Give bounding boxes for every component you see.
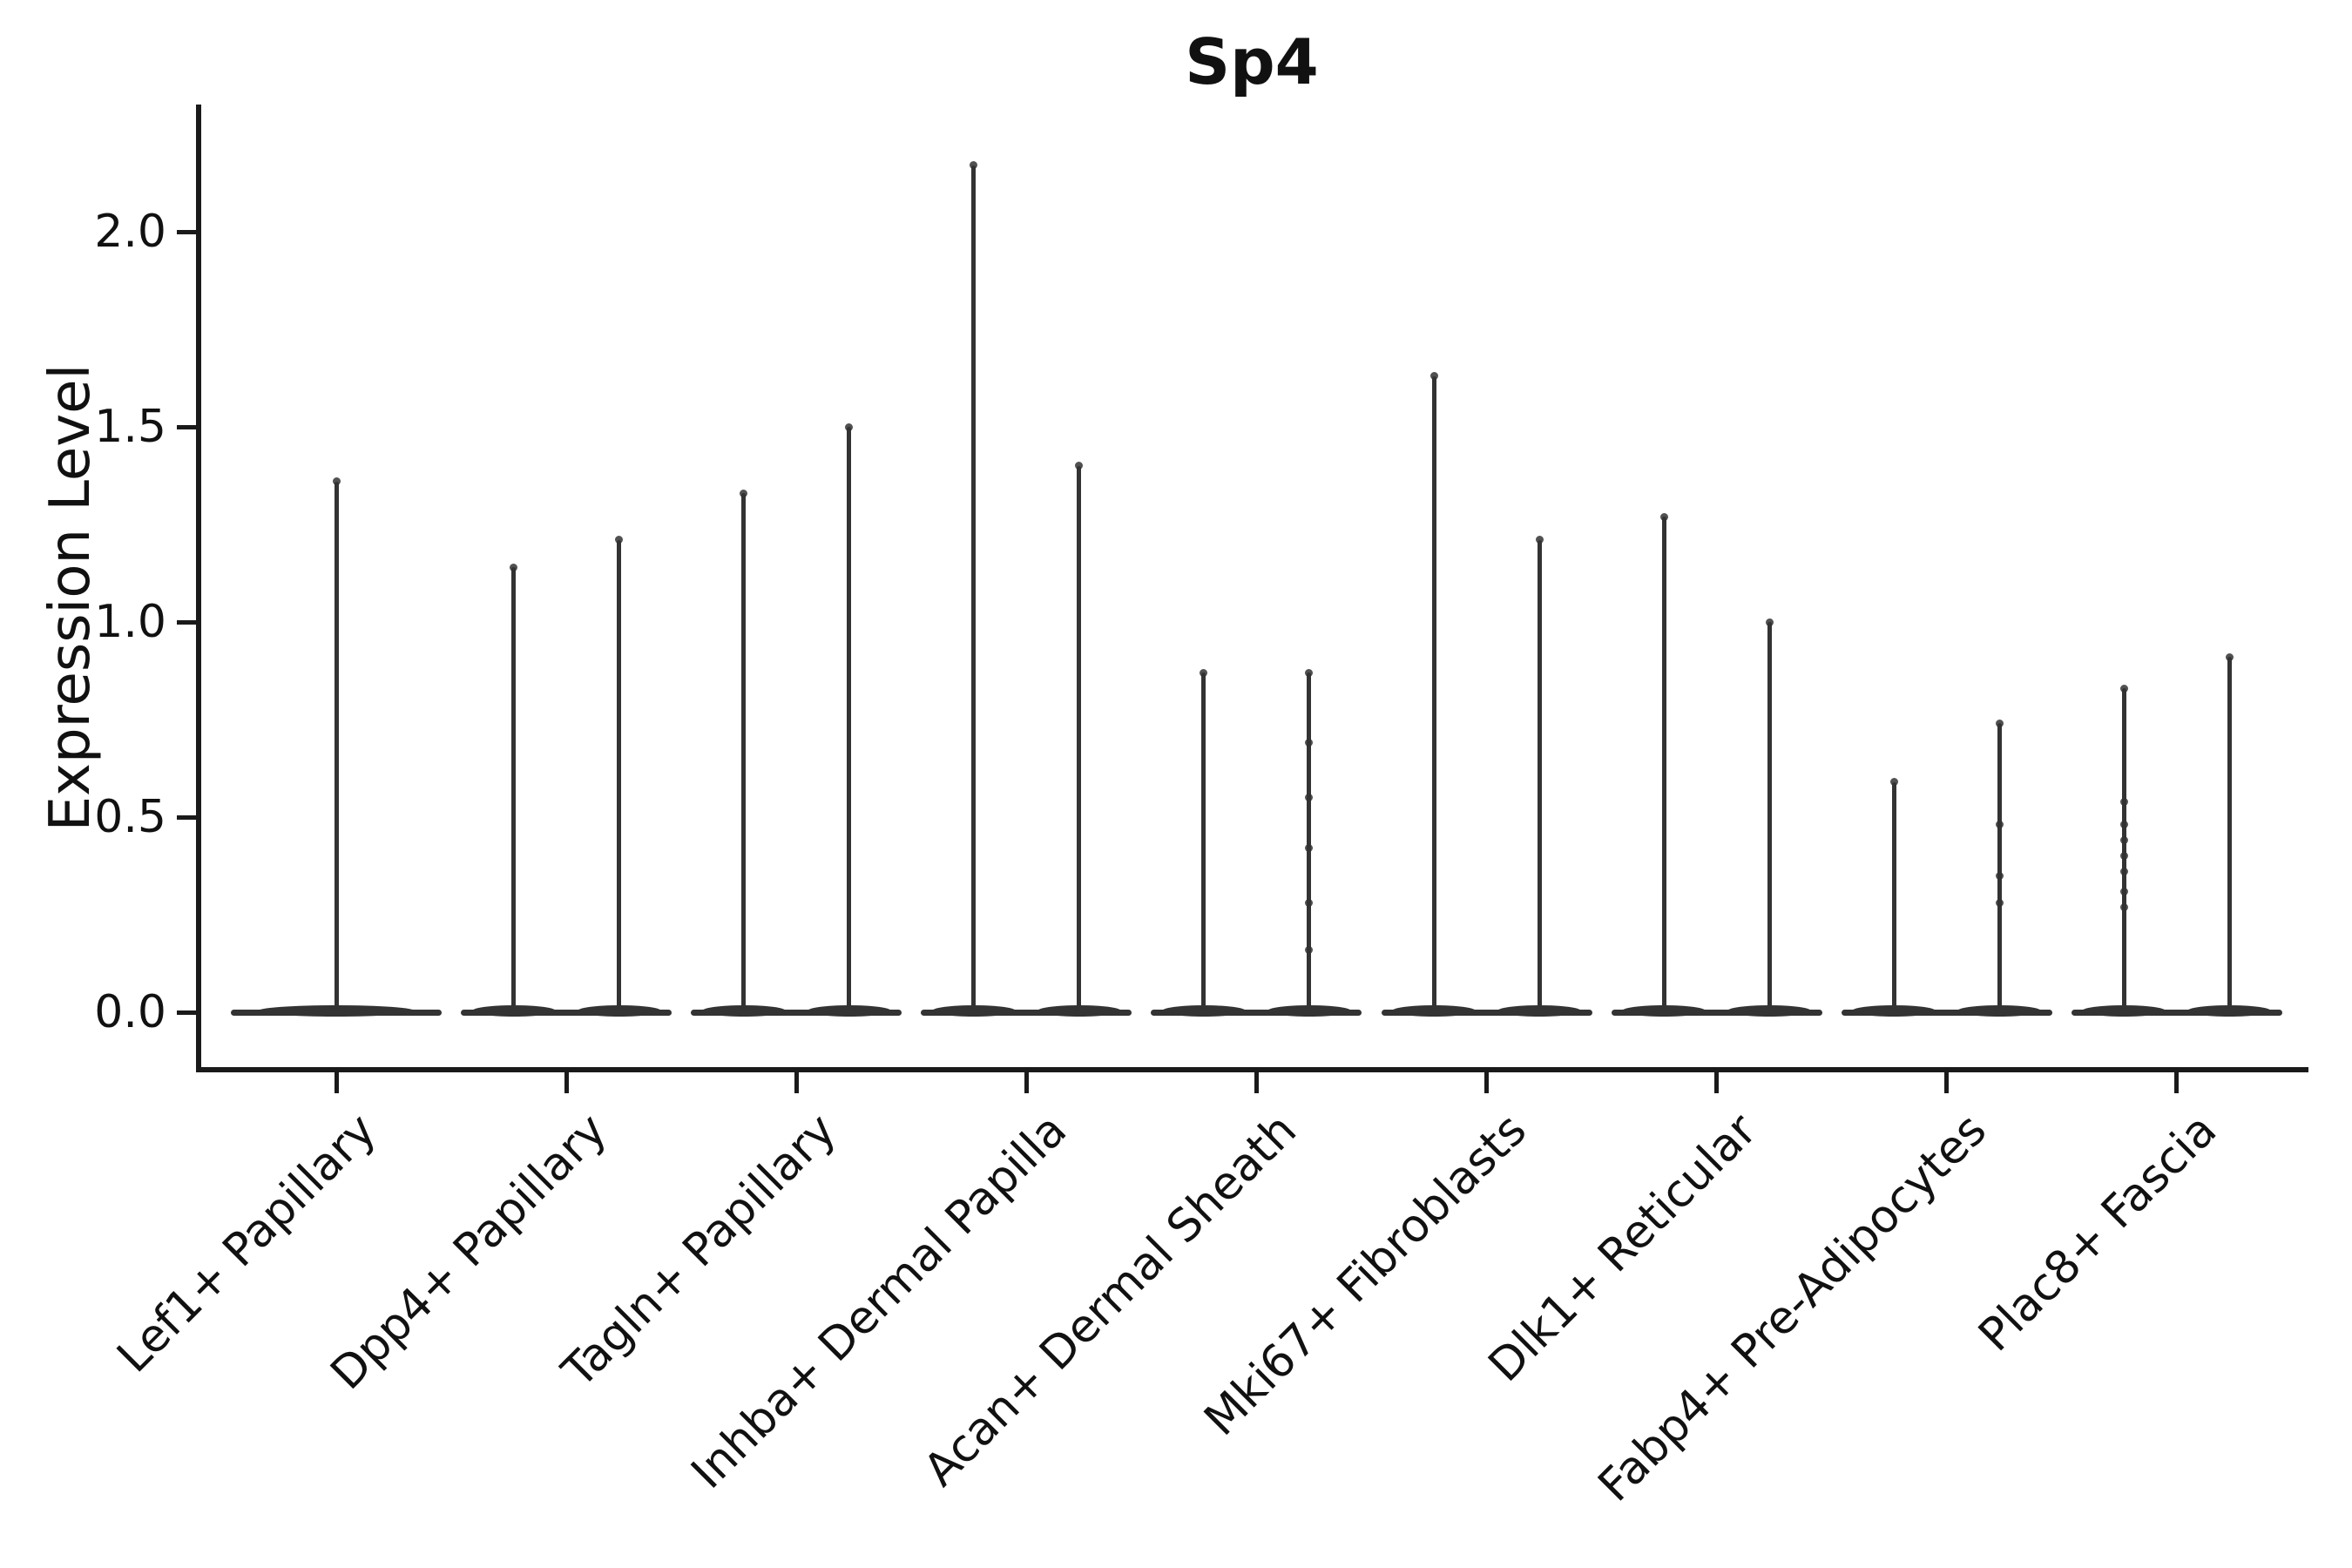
violin-spike — [334, 481, 339, 1014]
jitter-point — [1305, 739, 1314, 747]
x-tick-label: Acan+ Dermal Sheath — [914, 1104, 1308, 1497]
x-axis-tick — [2174, 1072, 2180, 1093]
jitter-point — [1429, 372, 1438, 381]
jitter-point — [1200, 668, 1208, 677]
x-tick-label: Fabp4+ Pre-Adipocytes — [1589, 1104, 1997, 1512]
violin-spike — [1201, 672, 1206, 1014]
jitter-point — [1305, 945, 1314, 954]
jitter-point — [2119, 797, 2128, 806]
violin-spike — [617, 539, 622, 1014]
violin-spike — [741, 493, 747, 1014]
jitter-point — [2119, 868, 2128, 876]
x-axis-tick — [1714, 1072, 1720, 1093]
jitter-point — [1075, 462, 1084, 470]
chart-title: Sp4 — [1185, 25, 1319, 98]
y-axis-tick — [177, 1010, 196, 1015]
jitter-point — [2119, 836, 2128, 845]
y-tick-label: 1.0 — [94, 596, 166, 648]
violin-spike — [511, 567, 517, 1014]
violin-spike — [971, 165, 977, 1014]
jitter-point — [1535, 536, 1544, 544]
y-axis-tick — [177, 229, 196, 234]
jitter-point — [2119, 821, 2128, 829]
jitter-point — [1995, 899, 2004, 908]
jitter-point — [2119, 684, 2128, 693]
x-tick-label: Plac8+ Fascia — [1969, 1104, 2227, 1362]
violin-base — [921, 1010, 1132, 1016]
x-axis-line — [196, 1067, 2308, 1072]
y-tick-label: 2.0 — [94, 206, 166, 258]
y-axis-tick — [177, 619, 196, 625]
jitter-point — [1889, 778, 1898, 787]
jitter-point — [1659, 512, 1668, 521]
violin-base — [1151, 1010, 1362, 1016]
violin-spike — [1537, 539, 1542, 1014]
jitter-point — [1995, 821, 2004, 829]
violin-base — [1381, 1010, 1592, 1016]
violin-base — [691, 1010, 902, 1016]
violin-spike — [1891, 781, 1896, 1014]
violin-base — [2071, 1010, 2282, 1016]
jitter-point — [2119, 902, 2128, 911]
y-axis-line — [196, 105, 201, 1072]
x-axis-tick — [1944, 1072, 1950, 1093]
jitter-point — [1765, 618, 1774, 626]
jitter-point — [2225, 652, 2234, 661]
jitter-point — [1995, 719, 2004, 727]
jitter-point — [2119, 852, 2128, 861]
jitter-point — [970, 161, 978, 170]
y-axis-tick — [177, 814, 196, 820]
x-axis-tick — [564, 1072, 569, 1093]
jitter-point — [1305, 899, 1314, 908]
violin-spike — [1307, 672, 1312, 1014]
jitter-point — [1305, 794, 1314, 802]
jitter-point — [1305, 844, 1314, 853]
jitter-point — [740, 489, 748, 497]
y-tick-label: 0.0 — [94, 986, 166, 1038]
y-tick-label: 1.5 — [94, 401, 166, 453]
violin-spike — [1431, 375, 1436, 1014]
violin-base — [461, 1010, 672, 1016]
x-axis-tick — [794, 1072, 799, 1093]
y-tick-label: 0.5 — [94, 791, 166, 843]
jitter-point — [332, 477, 341, 486]
violin-spike — [1767, 622, 1772, 1014]
jitter-point — [1995, 871, 2004, 880]
x-axis-tick — [1254, 1072, 1259, 1093]
jitter-point — [845, 422, 854, 431]
jitter-point — [2119, 887, 2128, 896]
x-tick-label: Inhba+ Dermal Papilla — [681, 1104, 1078, 1499]
violin-base — [1841, 1010, 2052, 1016]
violin-spike — [1077, 465, 1082, 1014]
violin-spike — [1661, 517, 1666, 1014]
x-axis-tick — [1024, 1072, 1029, 1093]
jitter-point — [615, 536, 624, 544]
x-axis-tick — [334, 1072, 339, 1093]
jitter-point — [510, 563, 518, 571]
x-axis-tick — [1484, 1072, 1489, 1093]
violin-base — [1611, 1010, 1822, 1016]
y-axis-tick — [177, 424, 196, 429]
jitter-point — [1305, 668, 1314, 677]
violin-spike — [2121, 688, 2126, 1014]
violin-spike — [1997, 723, 2002, 1014]
violin-spike — [2227, 657, 2232, 1014]
violin-spike — [847, 427, 852, 1014]
